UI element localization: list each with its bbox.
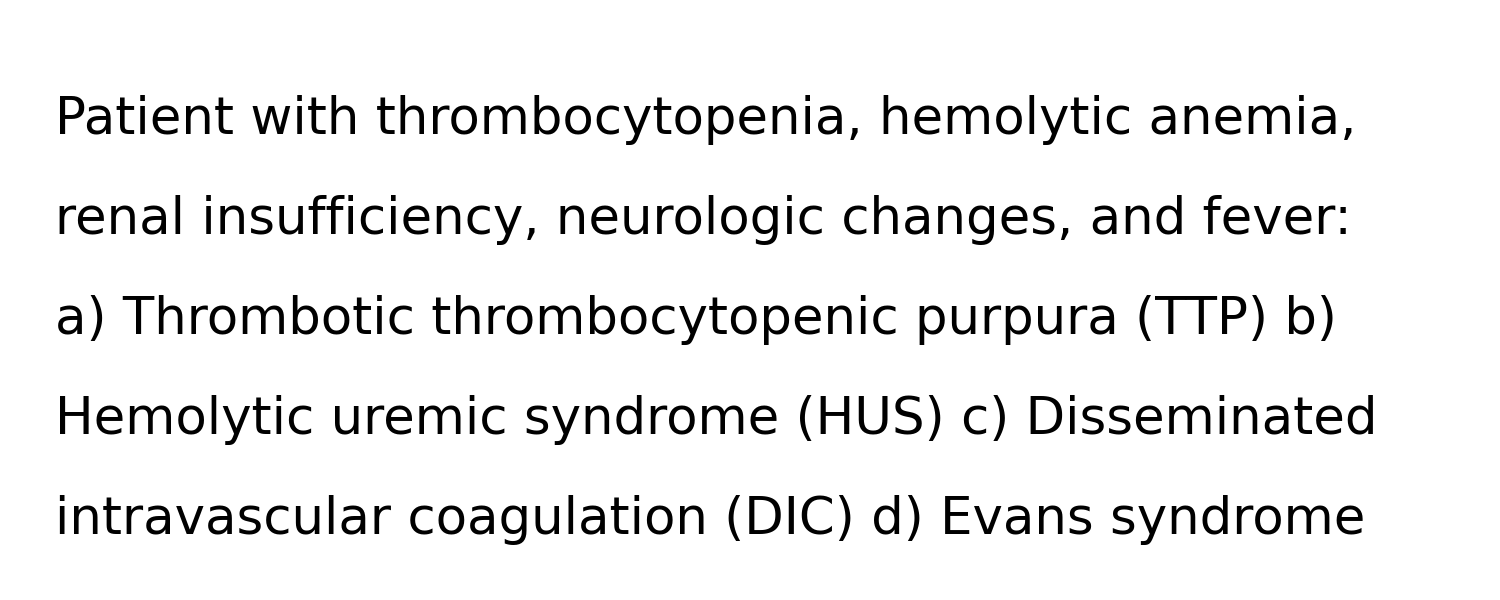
- Text: Patient with thrombocytopenia, hemolytic anemia,: Patient with thrombocytopenia, hemolytic…: [56, 95, 1356, 145]
- Text: Hemolytic uremic syndrome (HUS) c) Disseminated: Hemolytic uremic syndrome (HUS) c) Disse…: [56, 395, 1377, 445]
- Text: renal insufficiency, neurologic changes, and fever:: renal insufficiency, neurologic changes,…: [56, 195, 1352, 245]
- Text: a) Thrombotic thrombocytopenic purpura (TTP) b): a) Thrombotic thrombocytopenic purpura (…: [56, 295, 1336, 345]
- Text: intravascular coagulation (DIC) d) Evans syndrome: intravascular coagulation (DIC) d) Evans…: [56, 495, 1365, 545]
